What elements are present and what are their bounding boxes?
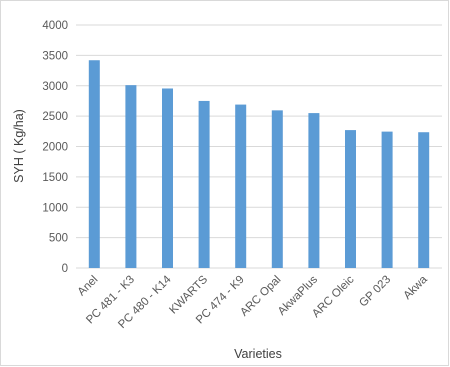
x-tick-label: Anel bbox=[76, 274, 101, 299]
y-axis-ticks: 0 500 1000 1500 2000 2500 3000 3500 4000 bbox=[42, 20, 68, 275]
bar bbox=[162, 88, 173, 268]
y-tick-label: 1500 bbox=[42, 172, 68, 184]
gridlines bbox=[76, 24, 442, 269]
y-tick-label: 4000 bbox=[42, 20, 68, 32]
bar bbox=[308, 113, 320, 269]
x-tick-label: Akwa bbox=[401, 273, 430, 302]
bar bbox=[198, 100, 210, 268]
x-axis-title: Varieties bbox=[234, 347, 282, 361]
x-tick-label: GP 023 bbox=[357, 274, 393, 310]
y-tick-label: 1000 bbox=[42, 202, 68, 214]
y-tick-label: 3500 bbox=[42, 50, 68, 62]
y-tick-label: 500 bbox=[49, 233, 68, 245]
bar bbox=[271, 110, 283, 268]
bar bbox=[345, 130, 356, 268]
y-axis-title: SYH ( Kg/ha) bbox=[12, 109, 26, 183]
bar bbox=[125, 85, 137, 268]
y-tick-label: 2000 bbox=[42, 142, 68, 154]
bars bbox=[88, 60, 430, 269]
y-tick-label: 3000 bbox=[42, 81, 68, 93]
y-tick-label: 2500 bbox=[42, 111, 68, 123]
bar bbox=[88, 60, 100, 268]
bar bbox=[418, 132, 430, 268]
bar bbox=[381, 131, 393, 268]
bar bbox=[235, 104, 247, 269]
y-tick-label: 0 bbox=[62, 263, 68, 275]
